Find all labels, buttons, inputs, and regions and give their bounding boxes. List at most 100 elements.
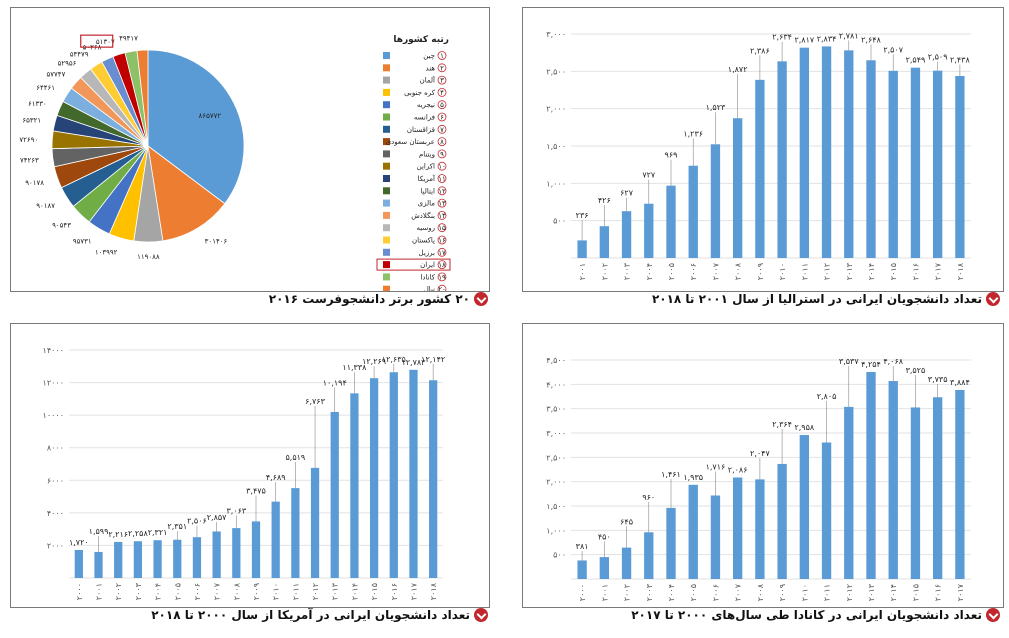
legend-label: هند (426, 64, 436, 72)
legend-rank-badge (437, 272, 447, 282)
data-label: ۲,۵۰۶ (187, 516, 207, 525)
bar (910, 67, 921, 258)
legend-rank-badge (437, 124, 447, 134)
y-tick-label: ۴۰۰۰ (47, 509, 64, 518)
x-tick-label: ۲۰۱۲ (311, 583, 320, 600)
bar (389, 372, 398, 578)
bar (888, 381, 898, 579)
legend-rank-badge (437, 88, 447, 97)
x-tick-label: ۲۰۱۵ (889, 263, 898, 280)
data-label: ۴,۶۸۹ (266, 473, 286, 482)
pie-caption: ۲۰ کشور برتر دانشجوفرست ۲۰۱۶ (269, 292, 488, 306)
legend-rank-number: ۵ (440, 101, 444, 109)
legend-rank-badge (437, 137, 447, 147)
legend-swatch (383, 175, 390, 182)
bar (710, 495, 721, 579)
pie-data-label: ۷۴۲۶۳ (20, 156, 39, 164)
canada-caption-text: تعداد دانشجویان ایرانی در کانادا طی سال‌… (631, 608, 982, 622)
bar (933, 70, 943, 258)
legend-label: برزیل (419, 249, 435, 257)
x-tick-label: ۲۰۱۸ (429, 582, 438, 600)
x-tick-label: ۲۰۰۹ (756, 263, 765, 280)
bar (866, 60, 876, 258)
bar (888, 70, 898, 258)
x-tick-label: ۲۰۰۳ (623, 262, 632, 280)
legend-swatch (383, 285, 390, 291)
legend-rank-number: ۲ (440, 64, 444, 72)
data-label: ۲,۰۸۶ (728, 465, 748, 474)
legend-rank-number: ۱۵ (438, 224, 446, 232)
bar (369, 378, 379, 578)
bar (799, 435, 809, 579)
bar (429, 380, 438, 578)
legend-rank-badge (437, 174, 447, 183)
legend-label: کانادا (420, 273, 435, 281)
bar (74, 549, 83, 578)
x-tick-label: ۲۰۰۰ (75, 583, 84, 600)
data-label: ۲,۶۴۸ (861, 35, 881, 44)
y-tick-label: ۲,۰۰۰ (546, 478, 566, 487)
pie-caption-text: ۲۰ کشور برتر دانشجوفرست ۲۰۱۶ (268, 292, 470, 306)
x-tick-label: ۲۰۰۲ (623, 584, 632, 601)
legend-label: پاکستان (412, 237, 435, 245)
data-label: ۲,۳۶۴ (772, 420, 792, 429)
bar (666, 185, 676, 258)
usa-chart-panel: ۲۰۰۰ ۴۰۰۰ ۶۰۰۰ ۸۰۰۰ ۱۰۰۰۰ ۱۲۰۰۰ ۱۴۰۰۰ ۱,۷۲۰ ۱,۵۹… (10, 323, 490, 608)
highlight-box (80, 34, 114, 48)
x-tick-label: ۲۰۰۳ (134, 582, 143, 600)
y-tick-label: ۱۰۰۰۰ (43, 411, 64, 420)
pie-slice (147, 49, 245, 205)
data-label: ۱,۲۳۶ (683, 129, 703, 138)
legend-rank-number: ۱۸ (438, 261, 446, 269)
canada-chart-panel: ۵۰۰ ۱,۰۰۰ ۱,۵۰۰ ۲,۰۰۰ ۲,۵۰۰ ۳,۰۰۰ ۳,۵۰۰ ۴,۰۰۰ ۴,… (522, 323, 1004, 608)
data-label: ۲,۸۵۷ (207, 513, 227, 522)
legend-rank-number: ۱۰ (438, 163, 446, 171)
pie-data-label: ۸۶۵۷۷۲ (199, 112, 222, 120)
legend-rank-number: ۱۹ (438, 273, 446, 281)
legend-label: ایتالیا (420, 187, 435, 195)
data-label: ۲,۴۳۸ (950, 56, 970, 65)
bar (133, 541, 143, 578)
bar (644, 532, 654, 579)
legend-label: فرانسه (414, 114, 435, 122)
x-tick-label: ۲۰۰۶ (193, 583, 202, 600)
x-tick-label: ۲۰۱۱ (291, 583, 300, 600)
bar (688, 165, 698, 258)
bar (644, 203, 654, 258)
x-tick-label: ۲۰۰۲ (114, 583, 123, 600)
legend-rank-number: ۱۱ (438, 175, 446, 183)
data-label: ۱۱,۳۳۸ (342, 363, 367, 372)
legend-rank-badge (437, 198, 447, 208)
bar (310, 467, 320, 578)
pie-data-label: ۹۰۵۴۳ (52, 222, 71, 230)
data-label: ۲,۷۸۱ (839, 31, 859, 40)
data-label: ۲,۲۵۸ (128, 529, 148, 538)
x-tick-label: ۲۰۱۵ (911, 584, 920, 601)
pie-slice (136, 49, 149, 147)
legend-label: اکراین (417, 163, 435, 171)
legend-swatch (383, 113, 390, 121)
bar (844, 50, 854, 258)
pie-chart-panel: ۸۶۵۷۷۲ ۳۰۱۴۰۶ ۱۱۹۰۸۸ ۱۰۳۹۹۲ ۹۵۷۳۱ ۹۰۵۴۳ ۹۰۱۸۷ ۹… (10, 7, 490, 292)
x-tick-label: ۲۰۱۳ (845, 262, 854, 280)
x-tick-label: ۲۰۱۵ (370, 583, 379, 600)
legend-swatch (383, 261, 390, 269)
top-20-countries-pie-chart: ۸۶۵۷۷۲۳۰۱۴۰۶۱۱۹۰۸۸۱۰۳۹۹۲۹۵۷۳۱۹۰۵۴۳۹۰۱۸۷۹… (19, 34, 451, 291)
data-label: ۱۲,۶۳۵ (382, 355, 406, 364)
data-label: ۶۲۷ (620, 189, 634, 198)
y-tick-label: ۲,۵۰۰ (546, 453, 566, 462)
pie-data-label: ۶۴۴۶۱ (36, 84, 55, 92)
bar (866, 371, 876, 579)
data-label: ۹۶۹ (665, 151, 678, 160)
pie-data-label: ۳۰۱۴۰۶ (205, 237, 228, 245)
data-label: ۳,۴۷۵ (246, 487, 266, 496)
data-label: ۱,۹۳۵ (683, 473, 703, 482)
x-tick-label: ۲۰۱۲ (845, 584, 854, 601)
data-label: ۶۴۵ (620, 517, 633, 526)
bar (688, 484, 698, 579)
legend-swatch (383, 150, 390, 158)
legend-rank-badge (437, 75, 447, 85)
bar (777, 463, 787, 579)
x-tick-label: ۲۰۰۳ (645, 583, 654, 601)
legend-label: قزاقستان (407, 126, 435, 134)
